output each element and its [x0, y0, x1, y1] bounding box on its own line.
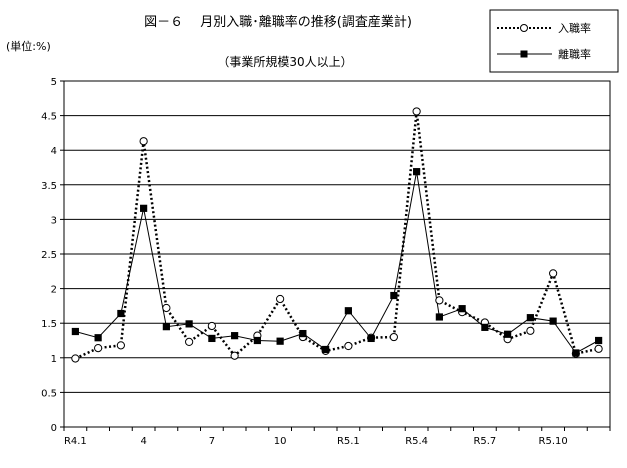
legend: 入職率 離職率 — [489, 9, 619, 73]
data-point-entry-rate — [412, 107, 421, 116]
legend-marker-entry-rate — [520, 24, 528, 32]
y-tick-label: 2 — [51, 285, 57, 296]
data-point-separation-rate — [435, 313, 443, 321]
y-tick-label: 1 — [51, 354, 57, 365]
series — [71, 107, 603, 363]
chart-title: 図－６ 月別入職･離職率の推移(調査産業計) — [144, 14, 412, 30]
data-point-separation-rate — [549, 317, 557, 325]
x-tick-label: R5.10 — [539, 436, 568, 447]
x-tick-label: 10 — [274, 436, 287, 447]
data-point-entry-rate — [116, 341, 125, 350]
data-point-separation-rate — [572, 349, 580, 357]
data-point-entry-rate — [185, 337, 194, 346]
data-point-entry-rate — [344, 341, 353, 351]
data-point-separation-rate — [481, 323, 489, 331]
y-tick-label: 1.5 — [41, 319, 57, 330]
unit-label: (単位:%) — [6, 39, 51, 53]
y-tick-label: 5 — [51, 77, 57, 88]
y-tick-label: 2.5 — [41, 250, 57, 261]
x-tick-label: 7 — [209, 436, 215, 447]
data-point-separation-rate — [253, 336, 261, 345]
data-point-separation-rate — [71, 327, 79, 336]
data-point-separation-rate — [367, 334, 375, 343]
data-point-entry-rate — [139, 137, 148, 146]
data-point-entry-rate — [389, 332, 398, 342]
legend-label-entry-rate: 入職率 — [558, 21, 591, 35]
axes: 0 0.5 1 1.5 2 2.5 3 3.5 4 4.5 5 R4.1 4 7 10 R5.1 R5.4 R5.… — [41, 77, 611, 447]
data-point-entry-rate — [276, 294, 285, 304]
legend-box — [489, 9, 619, 73]
data-point-separation-rate — [344, 307, 352, 315]
x-tick-label: R5.4 — [405, 436, 428, 447]
chart-subtitle: （事業所規模30人以上） — [217, 54, 352, 69]
x-tick-label: 4 — [140, 436, 146, 447]
data-point-separation-rate — [94, 334, 102, 342]
data-point-separation-rate — [458, 305, 466, 313]
x-tick-label: R4.1 — [64, 436, 87, 447]
data-point-separation-rate — [526, 314, 534, 322]
data-point-separation-rate — [185, 320, 193, 328]
y-tick-label: 4.5 — [41, 112, 57, 123]
grid — [64, 115, 610, 393]
data-point-separation-rate — [162, 323, 170, 331]
series-line-1 — [75, 171, 599, 354]
data-point-separation-rate — [276, 337, 284, 345]
y-tick-label: 3 — [51, 215, 57, 226]
data-point-separation-rate — [322, 345, 330, 354]
data-point-separation-rate — [117, 309, 125, 318]
x-tick-label: R5.1 — [337, 436, 360, 447]
data-point-entry-rate — [549, 269, 558, 278]
data-point-separation-rate — [140, 204, 148, 212]
series-line-0 — [74, 111, 599, 360]
data-point-entry-rate — [207, 321, 216, 331]
data-point-entry-rate — [435, 296, 444, 305]
data-point-separation-rate — [504, 330, 512, 338]
legend-label-separation-rate: 離職率 — [558, 47, 591, 61]
legend-marker-separation-rate — [520, 50, 528, 58]
y-tick-label: 0 — [51, 423, 57, 434]
x-tick-label: R5.7 — [473, 436, 496, 447]
data-point-entry-rate — [71, 354, 80, 363]
data-point-entry-rate — [526, 326, 535, 335]
y-tick-label: 0.5 — [41, 388, 57, 399]
data-point-separation-rate — [390, 291, 398, 300]
data-point-separation-rate — [231, 332, 239, 340]
data-point-entry-rate — [594, 344, 603, 353]
data-point-entry-rate — [230, 351, 239, 360]
data-point-separation-rate — [208, 334, 216, 343]
y-tick-label: 3.5 — [41, 181, 57, 192]
data-point-separation-rate — [299, 329, 307, 338]
data-point-entry-rate — [94, 344, 103, 353]
data-point-separation-rate — [413, 168, 421, 176]
data-point-entry-rate — [162, 303, 171, 313]
data-point-separation-rate — [595, 336, 603, 345]
y-tick-label: 4 — [51, 146, 57, 157]
